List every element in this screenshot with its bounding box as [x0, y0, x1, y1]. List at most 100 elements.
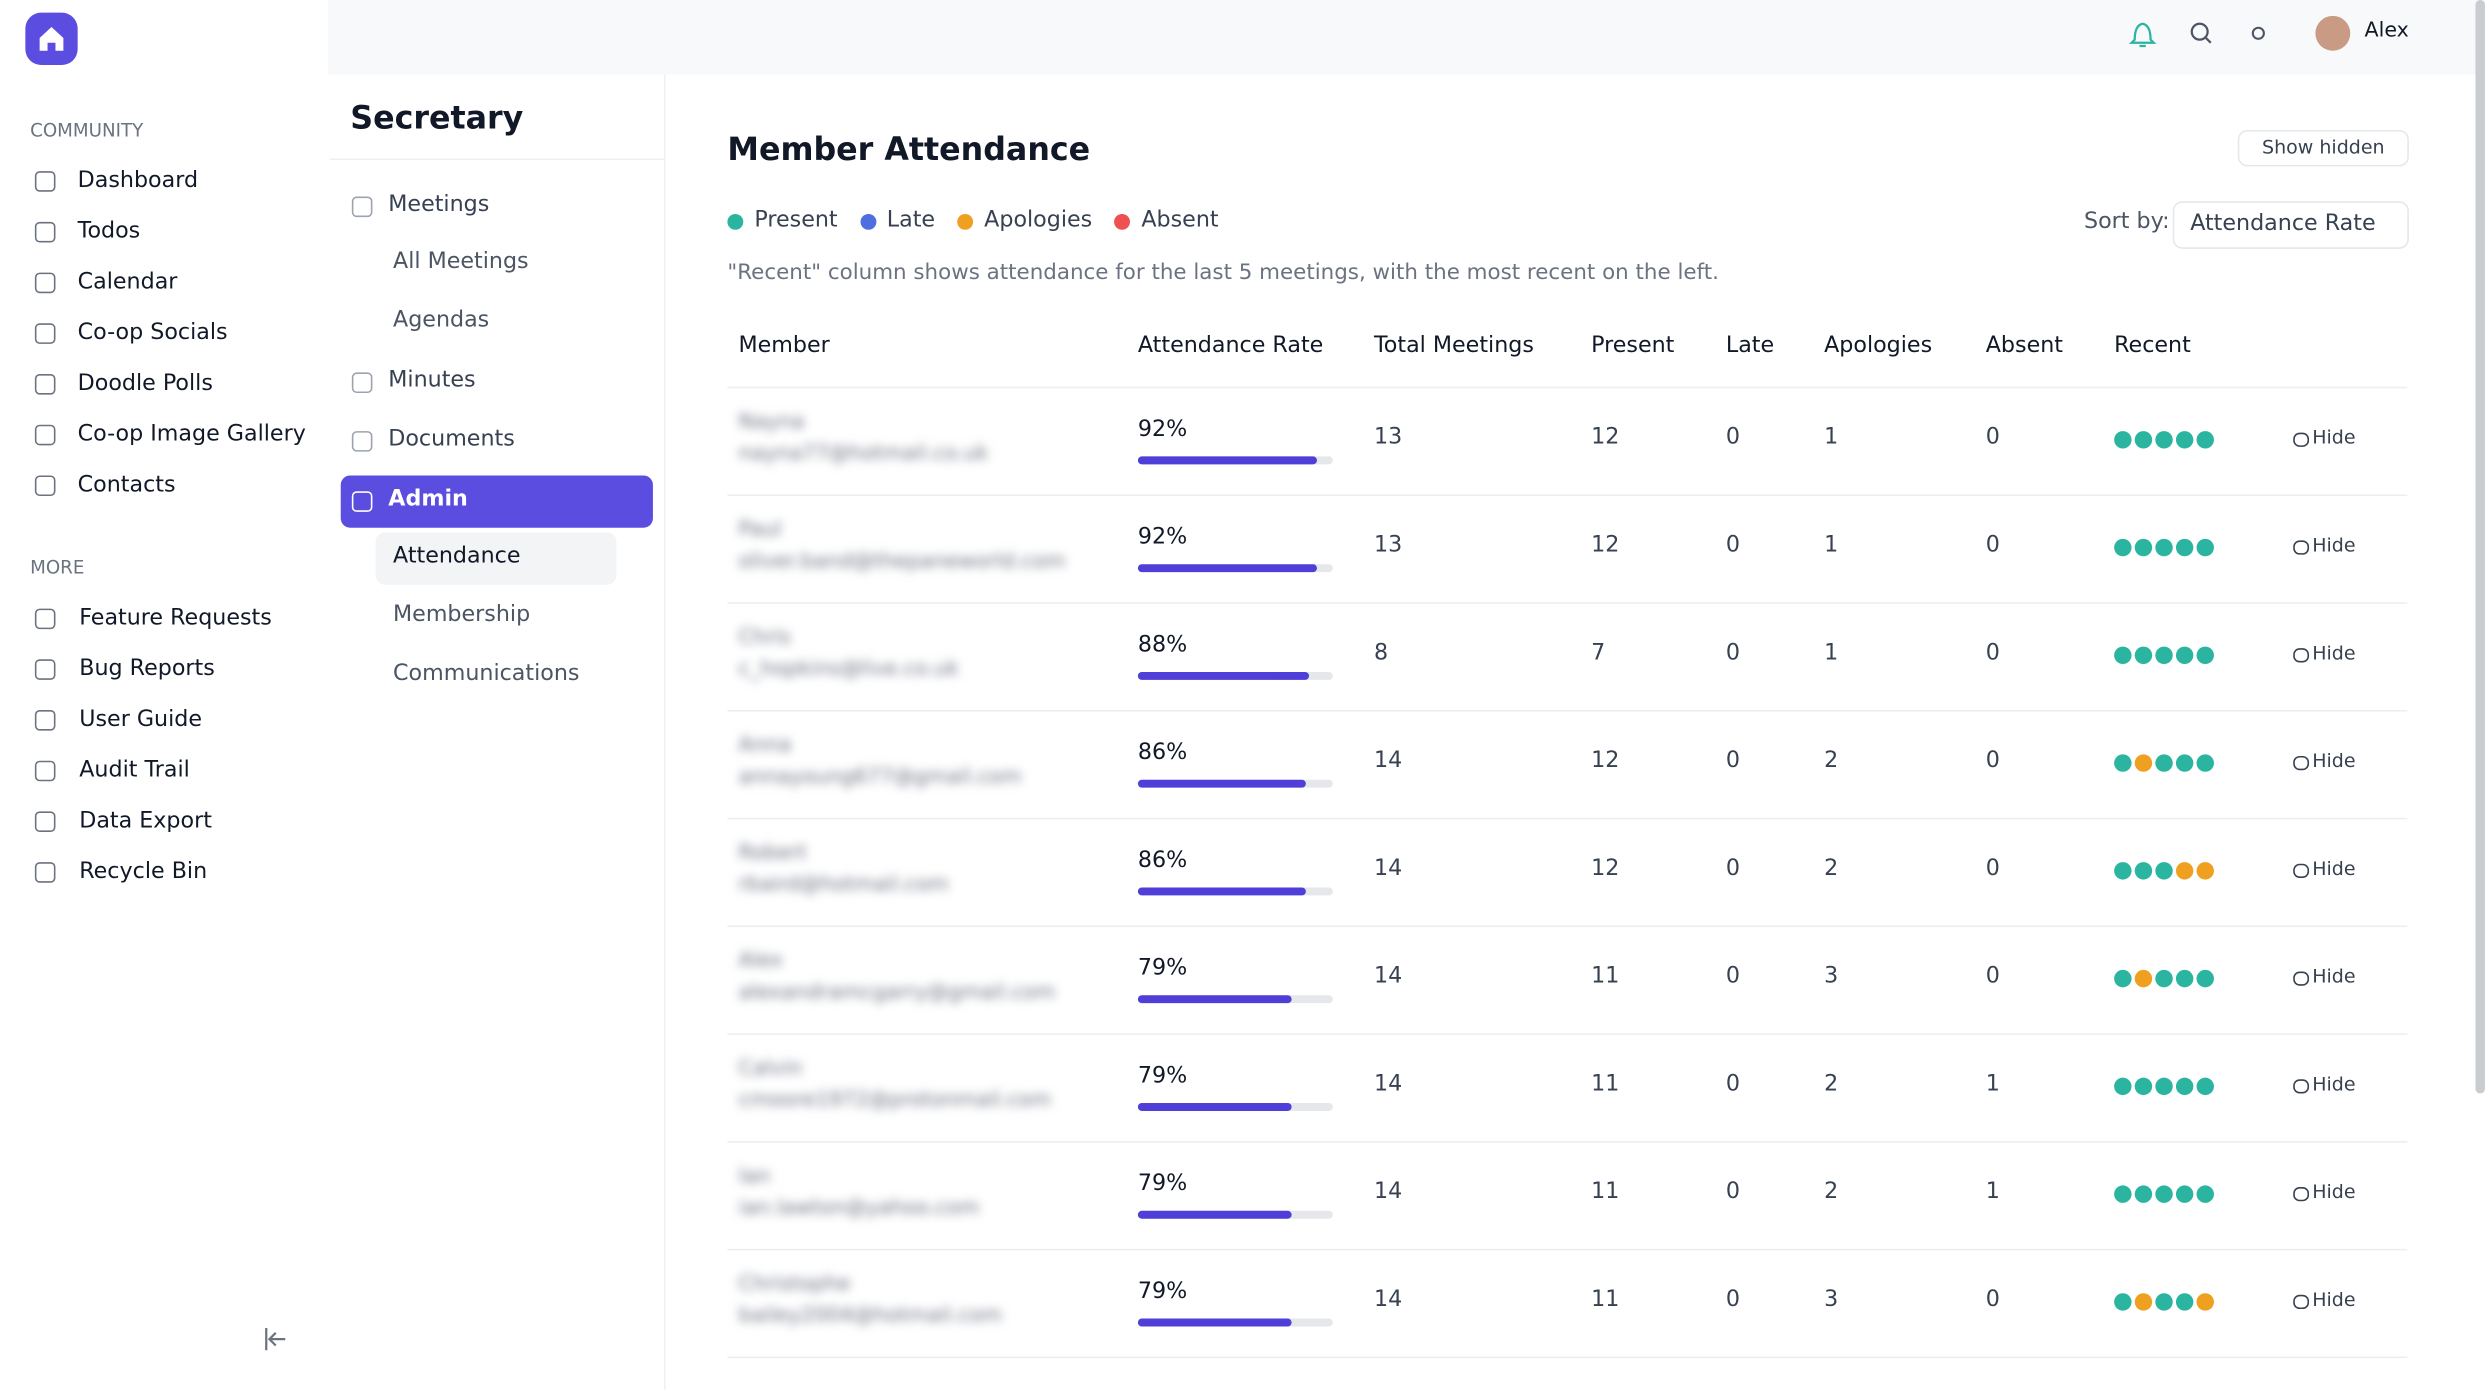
hide-icon	[2293, 755, 2310, 771]
rate-label: 79%	[1137, 1278, 1188, 1305]
recent-dot	[2155, 1185, 2173, 1203]
cell-late: 0	[1725, 640, 1740, 666]
rate-bar	[1137, 995, 1292, 1004]
page-title: Member Attendance	[727, 129, 1091, 168]
row-rule	[727, 817, 2408, 820]
section-title: Secretary	[350, 98, 524, 137]
recent-dot	[2155, 646, 2173, 665]
recent-dot	[2114, 754, 2132, 772]
cell-present: 12	[1591, 424, 1620, 451]
cell-late: 0	[1725, 424, 1740, 451]
nav-group-label: COMMUNITY	[30, 118, 144, 142]
recent-dot	[2196, 646, 2214, 665]
cell-late: 0	[1725, 1179, 1740, 1205]
recent-dot	[2155, 754, 2173, 772]
nav-item[interactable]: Audit Trail	[79, 757, 190, 783]
submenu-item[interactable]: All Meetings	[393, 248, 529, 275]
section-sidebar	[328, 74, 666, 1390]
hide-button[interactable]: Hide	[2312, 641, 2356, 665]
menu-active-bg	[340, 475, 653, 528]
rate-label: 86%	[1137, 847, 1188, 874]
recent-dot	[2175, 646, 2194, 665]
hide-button[interactable]: Hide	[2312, 857, 2356, 880]
menu-item[interactable]: Admin	[388, 486, 468, 512]
nav-item[interactable]: Bug Reports	[79, 656, 215, 682]
recent-dot	[2175, 1077, 2194, 1096]
cell-total: 14	[1374, 963, 1403, 989]
cell-late: 0	[1725, 748, 1740, 774]
column-header: Attendance Rate	[1137, 332, 1324, 359]
hide-button[interactable]: Hide	[2312, 749, 2356, 772]
cell-apologies: 2	[1824, 855, 1839, 882]
member-name: Anna	[738, 733, 792, 758]
nav-icon	[34, 323, 56, 344]
user-name[interactable]: Alex	[2364, 19, 2409, 43]
submenu-item[interactable]: Communications	[393, 660, 580, 687]
hide-button[interactable]: Hide	[2312, 1180, 2356, 1203]
sort-select[interactable]: Attendance Rate	[2172, 201, 2409, 249]
scrollbar[interactable]	[2475, 0, 2485, 1094]
rate-label: 88%	[1137, 632, 1188, 658]
recent-dot	[2134, 538, 2153, 557]
row-rule	[727, 602, 2408, 604]
menu-item[interactable]: Minutes	[388, 367, 476, 394]
member-email: bailey2004@hotmail.com	[738, 1304, 1003, 1329]
legend-label: Present	[754, 207, 838, 233]
cell-absent: 0	[1985, 748, 2000, 774]
legend-dot	[859, 213, 876, 230]
recent-dot	[2155, 538, 2173, 557]
cell-total: 13	[1374, 532, 1403, 558]
nav-item[interactable]: Contacts	[77, 472, 176, 498]
recent-dot	[2114, 646, 2132, 665]
hide-button[interactable]: Hide	[2312, 534, 2356, 557]
nav-item[interactable]: Dashboard	[77, 167, 199, 194]
recent-dot	[2196, 431, 2214, 449]
legend-label: Absent	[1141, 207, 1219, 233]
recent-dot	[2155, 862, 2173, 880]
nav-item[interactable]: Todos	[77, 218, 141, 245]
menu-item[interactable]: Meetings	[388, 191, 490, 218]
nav-item[interactable]: Recycle Bin	[79, 858, 208, 885]
cell-apologies: 1	[1824, 424, 1839, 451]
nav-item[interactable]: Data Export	[79, 808, 212, 834]
hide-button[interactable]: Hide	[2312, 1288, 2356, 1311]
logo[interactable]	[25, 12, 78, 65]
recent-dot	[2175, 538, 2194, 557]
collapse-icon[interactable]	[261, 1325, 290, 1354]
member-email: rbaird@hotmail.com	[738, 873, 949, 897]
rate-label: 92%	[1137, 524, 1188, 550]
hide-button[interactable]: Hide	[2312, 426, 2356, 449]
recent-dot	[2155, 1293, 2173, 1311]
nav-item[interactable]: Doodle Polls	[77, 370, 213, 397]
nav-icon	[34, 760, 56, 782]
hide-button[interactable]: Hide	[2312, 965, 2356, 988]
recent-dot	[2114, 431, 2132, 449]
cell-total: 14	[1374, 748, 1403, 774]
menu-item[interactable]: Documents	[388, 426, 515, 452]
cell-apologies: 1	[1824, 640, 1839, 666]
nav-item[interactable]: User Guide	[79, 706, 203, 733]
nav-item[interactable]: Co-op Socials	[77, 320, 228, 346]
row-rule	[727, 1356, 2408, 1359]
recent-dot	[2196, 969, 2214, 988]
nav-item[interactable]: Calendar	[77, 269, 178, 295]
submenu-item[interactable]: Agendas	[393, 307, 490, 333]
recent-dot	[2175, 1293, 2194, 1311]
hide-button[interactable]: Hide	[2312, 1072, 2356, 1096]
rate-bar	[1137, 671, 1310, 680]
member-email: annayoung677@gmail.com	[738, 765, 1022, 790]
nav-item[interactable]: Co-op Image Gallery	[77, 421, 306, 447]
show-hidden-button[interactable]: Show hidden	[2237, 129, 2409, 167]
legend-dot	[957, 213, 974, 230]
rate-label: 86%	[1137, 740, 1188, 766]
nav-item[interactable]: Feature Requests	[79, 605, 272, 631]
cell-total: 13	[1374, 424, 1403, 451]
rate-bar	[1137, 1210, 1292, 1219]
recent-dot	[2114, 1185, 2132, 1203]
submenu-item[interactable]: Attendance	[393, 543, 521, 569]
cell-total: 14	[1374, 1286, 1403, 1313]
nav-icon	[34, 171, 56, 192]
cell-absent: 0	[1985, 963, 2000, 989]
legend-dot	[1114, 213, 1131, 230]
submenu-item[interactable]: Membership	[393, 602, 531, 628]
